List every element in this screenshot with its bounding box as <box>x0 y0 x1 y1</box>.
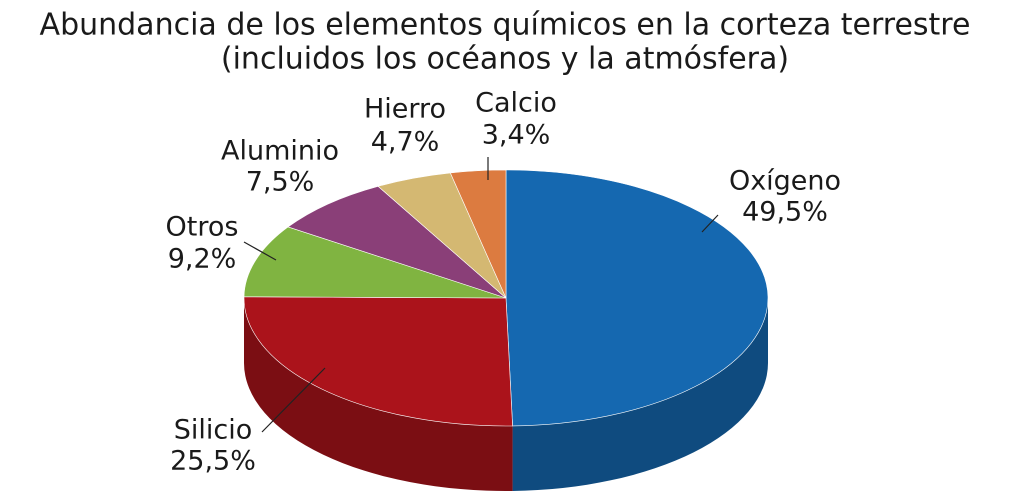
value-label: 4,7% <box>371 127 440 158</box>
chart-title: Abundancia de los elementos químicos en … <box>40 8 971 43</box>
slice-side <box>512 298 768 491</box>
leader-line <box>701 214 719 233</box>
slice <box>449 169 507 299</box>
leader-line <box>243 241 277 261</box>
slice-label: Calcio <box>475 88 557 119</box>
value-label: 7,5% <box>246 167 315 198</box>
slice <box>287 185 507 299</box>
chart-subtitle: (incluidos los océanos y la atmósfera) <box>221 42 789 77</box>
slice <box>505 169 769 427</box>
value-label: 49,5% <box>742 197 828 228</box>
slice-label: Oxígeno <box>729 166 841 197</box>
leader-line <box>261 367 326 433</box>
value-label: 3,4% <box>482 120 551 151</box>
slice-side <box>244 298 513 491</box>
slice-label: Otros <box>166 212 239 243</box>
slice-label: Hierro <box>364 94 446 125</box>
slice <box>243 296 513 427</box>
slice-label: Aluminio <box>221 136 339 167</box>
value-label: 9,2% <box>168 244 237 275</box>
value-label: 25,5% <box>170 446 256 477</box>
slice <box>243 226 507 299</box>
slice-label: Silicio <box>174 415 253 446</box>
